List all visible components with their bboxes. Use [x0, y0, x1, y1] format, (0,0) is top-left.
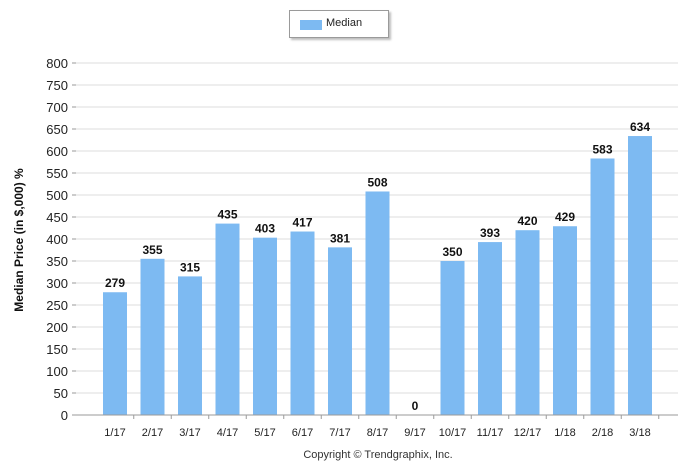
data-label: 634 [630, 120, 650, 134]
bar [290, 231, 315, 415]
x-tick-label: 8/17 [367, 427, 388, 439]
data-label: 393 [480, 226, 500, 240]
copyright-text: Copyright © Trendgraphix, Inc. [303, 449, 453, 461]
x-axis-ticks: 1/17 2/17 3/17 4/17 5/17 6/17 7/17 8/17 9/17 10/1… [104, 415, 660, 439]
y-tick-label: 600 [46, 144, 68, 159]
y-tick-label: 500 [46, 188, 68, 203]
bar [515, 230, 540, 415]
bar [440, 261, 465, 415]
x-tick-label: 5/17 [254, 427, 275, 439]
x-tick-label: 11/17 [477, 427, 504, 439]
data-label: 381 [330, 231, 350, 245]
data-labels: 279 355 315 435 403 417 381 508 0 350 393 420 429 583… [105, 120, 650, 413]
data-label: 417 [292, 216, 312, 230]
bar [178, 276, 202, 415]
x-tick-label: 1/17 [104, 427, 125, 439]
legend-swatch [300, 20, 322, 30]
data-label: 403 [255, 222, 275, 236]
data-label: 420 [517, 214, 537, 228]
data-label: 0 [412, 399, 419, 413]
y-tick-label: 50 [54, 386, 68, 401]
y-tick-label: 300 [46, 276, 68, 291]
y-tick-label: 750 [46, 78, 68, 93]
y-tick-label: 700 [46, 100, 68, 115]
y-tick-label: 400 [46, 232, 68, 247]
bar [590, 158, 615, 416]
x-tick-label: 9/17 [404, 427, 425, 439]
y-tick-label: 650 [46, 122, 68, 137]
x-tick-label: 4/17 [217, 427, 238, 439]
bar [103, 292, 127, 415]
bar [140, 258, 165, 415]
bar [253, 237, 277, 415]
data-label: 355 [142, 243, 162, 257]
x-tick-label: 2/17 [142, 427, 163, 439]
bar [365, 191, 390, 415]
data-label: 435 [217, 208, 237, 222]
y-tick-label: 200 [46, 320, 68, 335]
legend: Median [289, 10, 389, 38]
x-tick-label: 6/17 [292, 427, 313, 439]
bar [478, 242, 502, 415]
data-label: 583 [592, 142, 612, 156]
data-label: 315 [180, 260, 200, 274]
bar [215, 223, 240, 415]
y-tick-label: 0 [61, 408, 68, 423]
x-tick-label: 10/17 [439, 427, 467, 439]
y-tick-label: 100 [46, 364, 68, 379]
y-tick-label: 150 [46, 342, 68, 357]
x-tick-label: 3/17 [179, 427, 200, 439]
x-tick-label: 2/18 [592, 427, 613, 439]
y-tick-label: 800 [46, 56, 68, 71]
bars [103, 136, 652, 416]
bar [628, 136, 652, 416]
data-label: 429 [555, 210, 575, 224]
y-tick-label: 350 [46, 254, 68, 269]
y-tick-label: 250 [46, 298, 68, 313]
x-tick-label: 12/17 [514, 427, 542, 439]
bar [328, 247, 352, 415]
x-tick-label: 3/18 [629, 427, 650, 439]
y-tick-label: 550 [46, 166, 68, 181]
data-label: 508 [367, 175, 387, 189]
data-label: 279 [105, 276, 125, 290]
y-axis-ticks: 0 50 100 150 200 250 300 350 400 450 500 550 600 650 7… [46, 56, 76, 423]
bar [553, 226, 577, 415]
y-tick-label: 450 [46, 210, 68, 225]
x-tick-label: 1/18 [554, 427, 575, 439]
x-tick-label: 7/17 [329, 427, 350, 439]
data-label: 350 [442, 245, 462, 259]
y-axis-title: Median Price (in $,000) % [12, 168, 26, 312]
legend-label: Median [326, 17, 363, 29]
